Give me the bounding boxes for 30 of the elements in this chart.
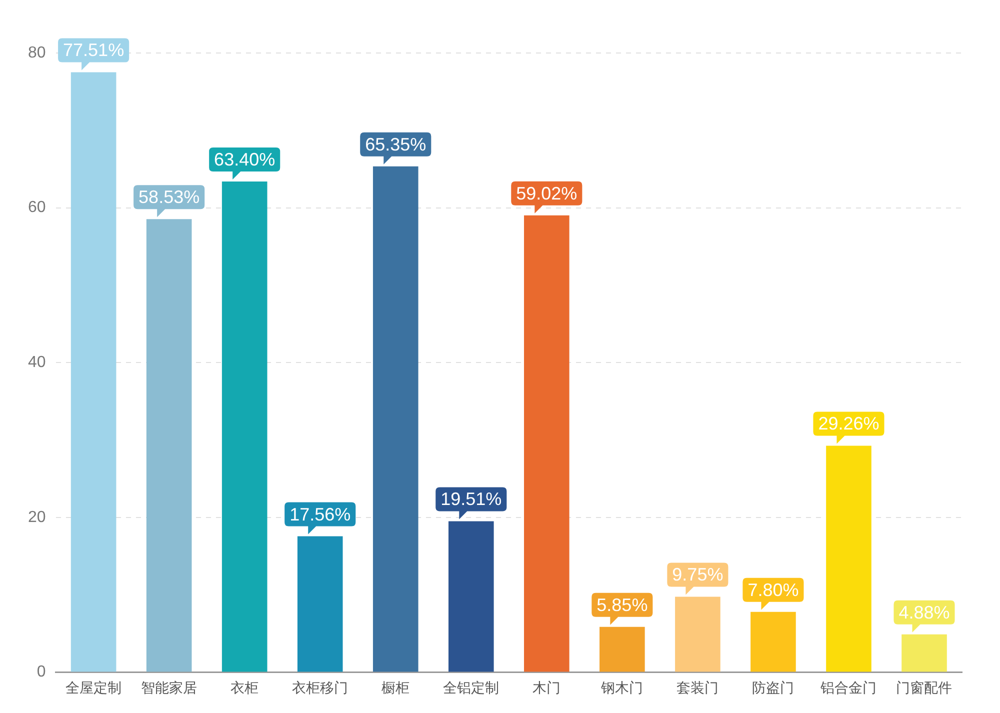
- y-tick-label: 40: [28, 354, 46, 372]
- x-tick-label: 门窗配件: [896, 679, 952, 696]
- x-tick-label: 防盗门: [752, 679, 794, 696]
- data-label: 9.75%: [672, 564, 724, 585]
- data-label: 29.26%: [818, 414, 880, 434]
- y-tick-label: 20: [28, 508, 46, 526]
- x-tick-label: 钢木门: [600, 679, 644, 696]
- data-label: 77.51%: [63, 40, 124, 60]
- x-tick-label: 智能家居: [141, 679, 198, 696]
- data-label: 65.35%: [365, 134, 426, 154]
- data-label: 59.02%: [516, 183, 578, 204]
- data-label: 17.56%: [290, 504, 351, 524]
- x-tick-label: 木门: [532, 679, 561, 696]
- data-label: 19.51%: [440, 489, 502, 510]
- data-label: 4.88%: [898, 602, 950, 622]
- data-label: 7.80%: [748, 580, 799, 600]
- x-tick-label: 套装门: [676, 679, 719, 696]
- x-tick-label: 全屋定制: [66, 679, 122, 696]
- x-tick-label: 铝合金门: [820, 679, 877, 696]
- data-label: 58.53%: [138, 187, 200, 208]
- x-tick-label: 橱柜: [382, 679, 410, 696]
- y-tick-label: 80: [28, 44, 46, 62]
- bar: [146, 219, 192, 672]
- x-tick-label: 衣柜移门: [292, 679, 348, 696]
- y-tick-label: 0: [36, 664, 46, 681]
- data-label: 5.85%: [596, 594, 648, 615]
- y-tick-label: 60: [28, 199, 46, 216]
- x-tick-label: 全铝定制: [443, 679, 500, 696]
- data-label: 63.40%: [214, 149, 276, 170]
- x-tick-label: 衣柜: [230, 679, 259, 696]
